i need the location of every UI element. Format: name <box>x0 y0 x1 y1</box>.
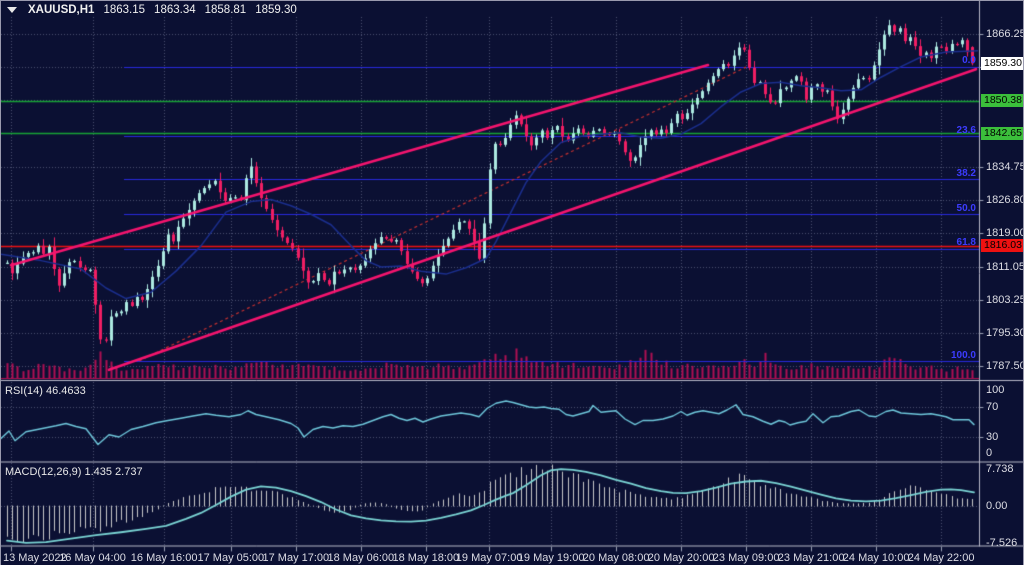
trading-chart-window: XAUUSD,H1 1863.15 1863.34 1858.81 1859.3… <box>0 0 1024 565</box>
chart-canvas[interactable] <box>1 1 1023 565</box>
